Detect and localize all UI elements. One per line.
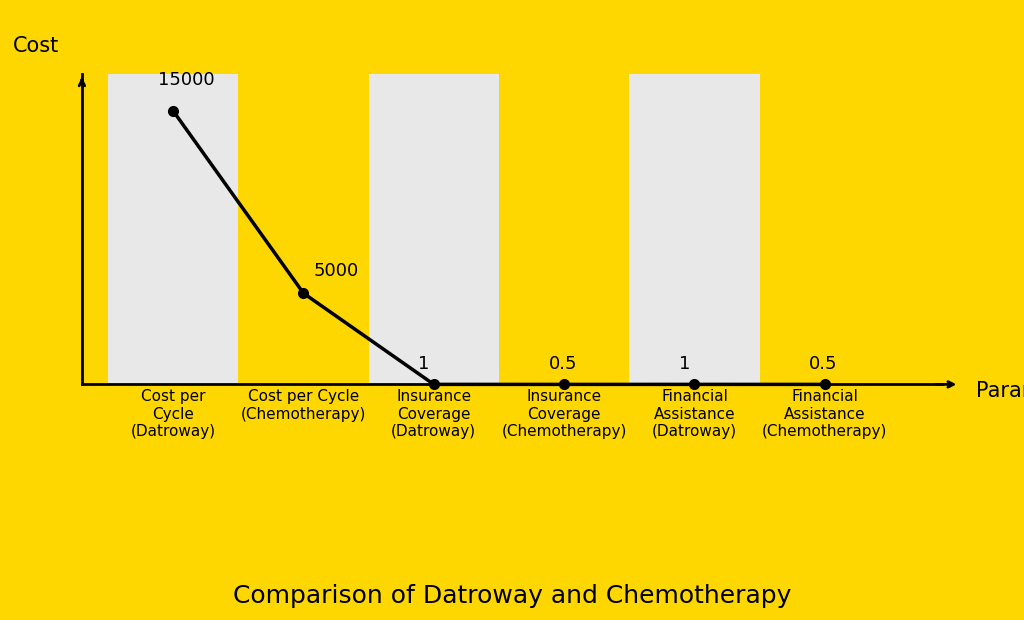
Text: 1: 1 [679,355,690,373]
Bar [108,74,239,384]
Text: 5000: 5000 [314,262,359,280]
Text: 0.5: 0.5 [809,355,838,373]
Text: 0.5: 0.5 [549,355,577,373]
Bar [630,74,760,384]
Text: Cost: Cost [13,36,59,56]
Text: Comparison of Datroway and Chemotherapy: Comparison of Datroway and Chemotherapy [232,583,792,608]
Text: 15000: 15000 [158,71,214,89]
Text: 1: 1 [418,355,429,373]
Text: Parameters: Parameters [977,381,1024,401]
Bar [369,74,499,384]
